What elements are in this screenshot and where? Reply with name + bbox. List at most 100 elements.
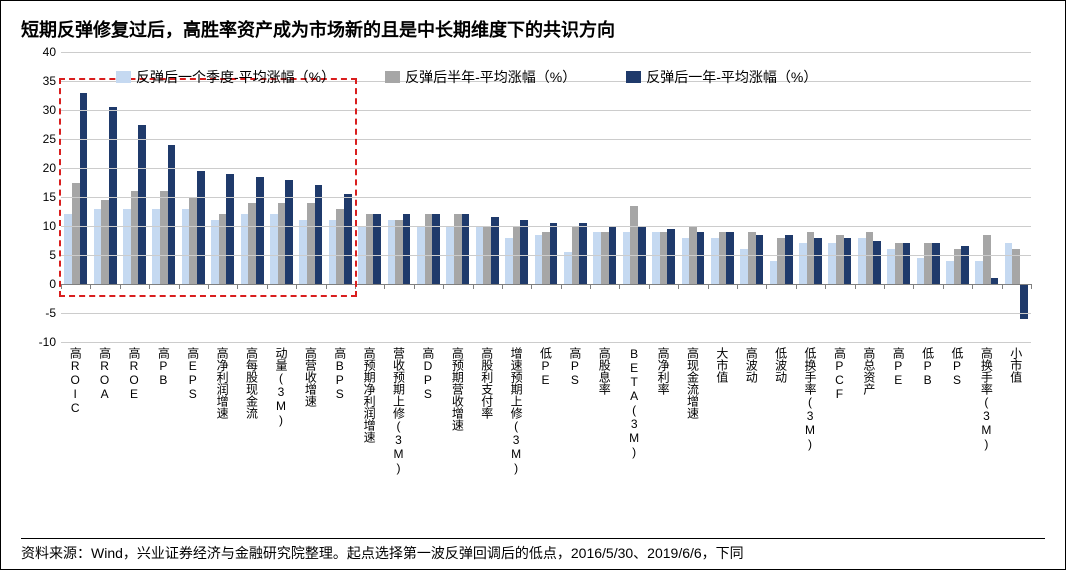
y-tick-label: 25 <box>43 132 56 146</box>
y-tick-label: 0 <box>49 277 56 291</box>
bar-q <box>652 232 660 284</box>
x-category-label: 低波动 <box>773 347 790 383</box>
bar-y <box>226 174 234 284</box>
bar-q <box>505 238 513 284</box>
bar-y <box>256 177 264 284</box>
x-category-label: 高EPS <box>185 347 202 401</box>
bar-q <box>388 220 396 284</box>
x-category-label: 高PB <box>155 347 172 387</box>
bar-h <box>866 232 874 284</box>
x-category-label: 高PS <box>567 347 584 387</box>
x-category-label: 低PE <box>538 347 555 387</box>
bar-y <box>844 238 852 284</box>
bar-y <box>373 214 381 284</box>
legend-item-year: 反弹后一年-平均涨幅（%） <box>626 67 817 87</box>
legend-swatch <box>116 71 131 83</box>
bar-h <box>160 191 168 284</box>
bar-q <box>64 214 72 284</box>
x-category-label: 低PB <box>920 347 937 387</box>
x-category-label: 小市值 <box>1008 347 1025 383</box>
bar-y <box>873 241 881 285</box>
bar-h <box>777 238 785 284</box>
source-note: 资料来源：Wind，兴业证券经济与金融研究院整理。起点选择第一波反弹回调后的低点… <box>21 538 1045 563</box>
legend-label: 反弹后一年-平均涨幅（%） <box>646 67 817 87</box>
chart-area: 反弹后一个季度-平均涨幅（%） 反弹后半年-平均涨幅（%） 反弹后一年-平均涨幅… <box>31 52 1031 502</box>
bar-h <box>719 232 727 284</box>
bar-h <box>425 214 433 284</box>
zero-line <box>61 284 1031 285</box>
x-category-label: 高净利率 <box>655 347 672 395</box>
bar-y <box>961 246 969 284</box>
y-axis: -10-50510152025303540 <box>26 52 56 342</box>
x-category-label: 高净利润增速 <box>214 347 231 419</box>
bar-q <box>241 214 249 284</box>
bar-y <box>697 232 705 284</box>
bar-y <box>315 185 323 284</box>
bar-h <box>983 235 991 284</box>
x-category-label: 高总资产 <box>861 347 878 395</box>
x-category-label: 高股利支付率 <box>479 347 496 419</box>
bar-h <box>630 206 638 284</box>
x-category-label: 高ROA <box>97 347 114 401</box>
gridline <box>61 197 1031 198</box>
bar-q <box>564 252 572 284</box>
bar-q <box>682 238 690 284</box>
bar-h <box>836 235 844 284</box>
x-category-label: 动量(3M) <box>273 347 290 427</box>
bar-q <box>94 209 102 284</box>
bar-q <box>858 238 866 284</box>
x-category-label: 增速预期上修(3M) <box>508 347 525 475</box>
bar-q <box>711 238 719 284</box>
gridline <box>61 139 1031 140</box>
x-category-label: 高BPS <box>332 347 349 401</box>
bar-q <box>123 209 131 284</box>
bar-h <box>219 214 227 284</box>
bar-q <box>828 243 836 284</box>
x-category-label: 高PE <box>890 347 907 387</box>
bar-q <box>182 209 190 284</box>
legend-label: 反弹后半年-平均涨幅（%） <box>405 67 576 87</box>
y-tick-label: 35 <box>43 74 56 88</box>
x-category-label: 高PCF <box>831 347 848 401</box>
x-category-label: 高ROE <box>126 347 143 401</box>
bar-h <box>542 232 550 284</box>
chart-title: 短期反弹修复过后，高胜率资产成为市场新的且是中长期维度下的共识方向 <box>21 16 1045 42</box>
gridline <box>61 313 1031 314</box>
bar-y <box>109 107 117 284</box>
bar-y <box>403 214 411 284</box>
bar-y <box>520 220 528 284</box>
legend-label: 反弹后一个季度-平均涨幅（%） <box>136 67 335 87</box>
x-category-label: 高现金流增速 <box>684 347 701 419</box>
y-tick-label: 30 <box>43 103 56 117</box>
x-category-label: BETA(3M) <box>627 347 641 459</box>
bar-q <box>593 232 601 284</box>
bar-y <box>462 214 470 284</box>
bar-h <box>660 232 668 284</box>
x-axis: 高ROIC高ROA高ROE高PB高EPS高净利润增速高每股现金流动量(3M)高营… <box>61 347 1031 497</box>
bar-q <box>770 261 778 284</box>
bar-q <box>211 220 219 284</box>
bar-h <box>366 214 374 284</box>
bar-y <box>579 223 587 284</box>
y-tick-label: 40 <box>43 45 56 59</box>
bar-y <box>726 232 734 284</box>
bar-h <box>307 203 315 284</box>
bar-y <box>932 243 940 284</box>
bar-h <box>189 197 197 284</box>
x-category-label: 高每股现金流 <box>244 347 261 419</box>
bar-h <box>454 214 462 284</box>
bar-q <box>152 209 160 284</box>
y-tick-label: -5 <box>45 306 56 320</box>
x-category-label: 营收预期上修(3M) <box>391 347 408 475</box>
y-tick-label: 5 <box>49 248 56 262</box>
bar-q <box>975 261 983 284</box>
x-category-label: 高股息率 <box>596 347 613 395</box>
bar-y <box>285 180 293 284</box>
gridline <box>61 168 1031 169</box>
x-category-label: 高ROIC <box>67 347 84 415</box>
bar-q <box>799 243 807 284</box>
x-category-label: 低PS <box>949 347 966 387</box>
bar-h <box>336 209 344 284</box>
x-category-label: 高波动 <box>743 347 760 383</box>
x-category-label: 高预期营收增速 <box>449 347 466 431</box>
